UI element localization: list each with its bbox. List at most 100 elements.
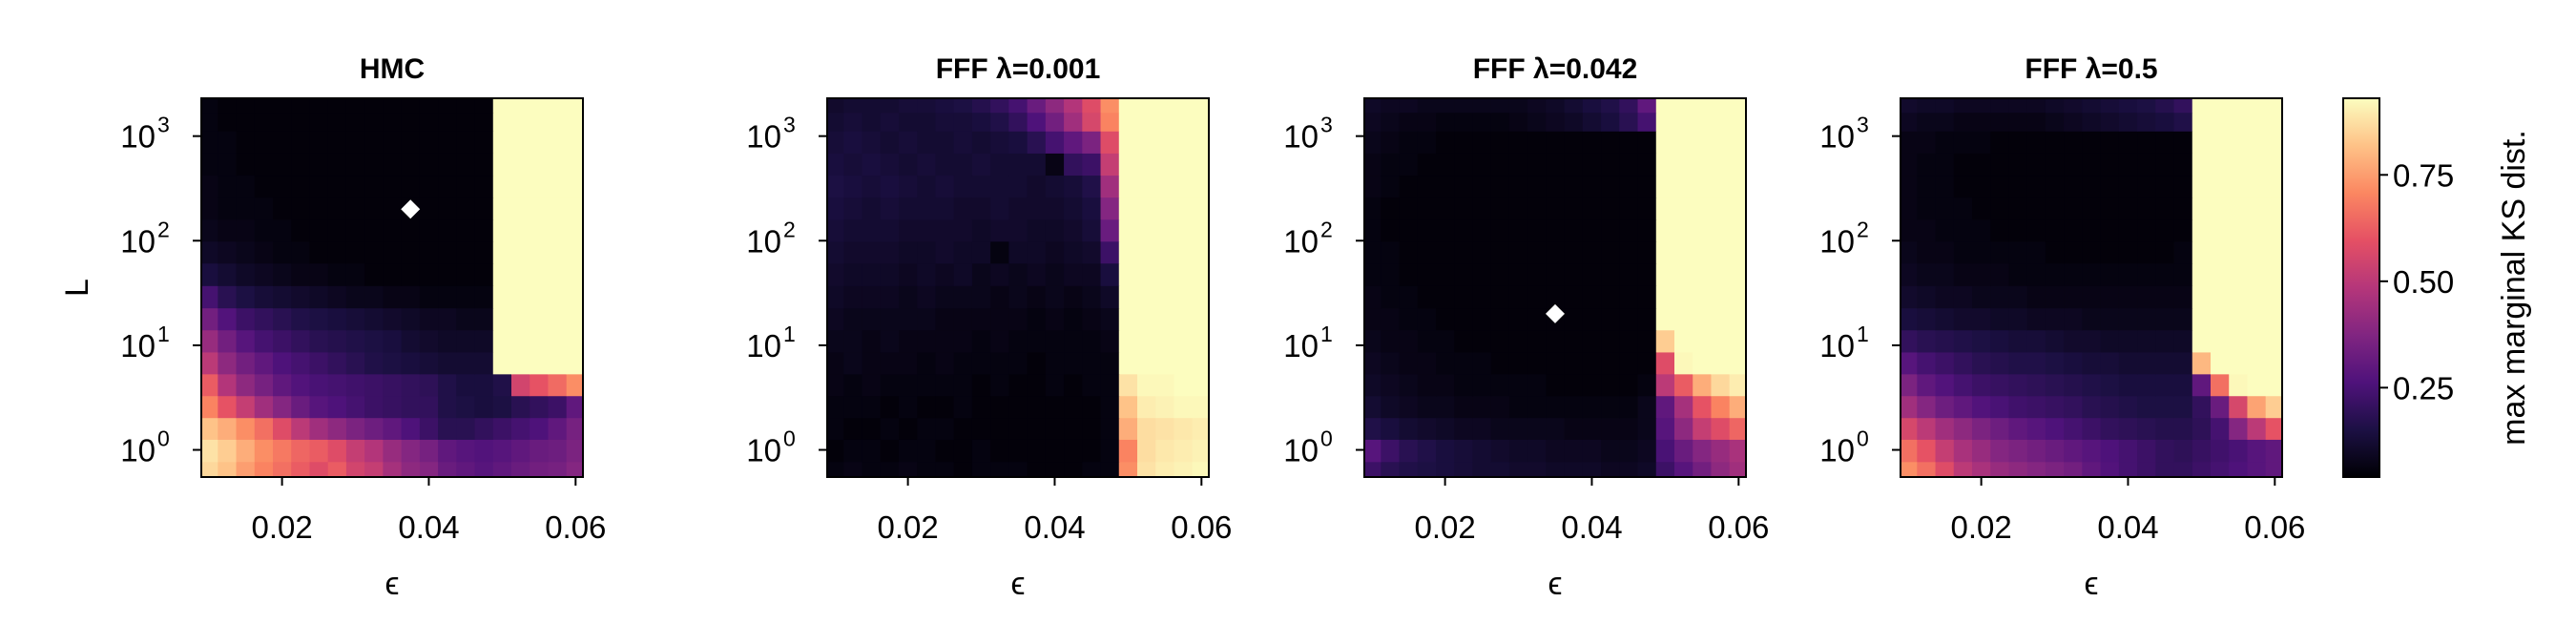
heatmap-cell [1508,329,1528,353]
heatmap-cell [935,439,955,463]
y-tick-label: 10 [1283,433,1319,468]
heatmap-cell [1693,417,1713,440]
heatmap-cell [1472,351,1492,375]
heatmap-cell [1192,307,1209,331]
heatmap-cell [218,439,238,463]
heatmap-cell [566,417,583,440]
heatmap-cell [1655,461,1675,477]
heatmap-cell [566,98,583,114]
heatmap-cell [401,417,421,440]
heatmap-cell [1192,112,1209,132]
heatmap-cell [201,461,218,477]
heatmap-cell [2008,439,2028,463]
heatmap-cell [2173,262,2193,286]
heatmap-cell [990,373,1009,397]
heatmap-cell [1174,285,1194,309]
heatmap-cell [1711,329,1731,353]
heatmap-cell [1674,218,1693,242]
heatmap-cell [401,373,421,397]
heatmap-cell [1490,197,1510,220]
heatmap-cell [2137,98,2156,114]
heatmap-cell [2229,373,2249,397]
heatmap-cell [1901,461,1918,477]
heatmap-cell [1674,461,1693,477]
heatmap-cell [1619,285,1639,309]
heatmap-cell [880,417,900,440]
heatmap-cell [1417,307,1437,331]
heatmap-cell [1917,417,1937,440]
heatmap-cells [1364,98,1746,477]
heatmap-cell [548,285,568,309]
heatmap-cell [2008,197,2028,220]
heatmap-cell [1399,461,1419,477]
heatmap-cell [1990,373,2010,397]
heatmap-cell [1901,439,1918,463]
heatmap-cell [2137,197,2156,220]
heatmap-cell [1546,197,1566,220]
heatmap-cell [273,373,292,397]
heatmap-cell [364,197,384,220]
heatmap-cell [383,262,403,286]
heatmap-cell [1100,417,1120,440]
heatmap-cell [1082,153,1102,177]
heatmap-cell [530,395,550,419]
heatmap-cell [827,197,844,220]
heatmap-cell [1972,240,1991,264]
heatmap-cell [899,112,918,132]
heatmap-cell [1990,417,2010,440]
heatmap-cell [254,373,274,397]
heatmap-cell [1693,395,1713,419]
y-tick-label: 10 [1283,328,1319,364]
heatmap-cell [1417,98,1437,114]
heatmap-cell [1901,417,1918,440]
heatmap-cell [1637,153,1657,177]
heatmap-cell [935,153,955,177]
heatmap-cell [1564,197,1584,220]
heatmap-cell [1174,262,1194,286]
heatmap-cell [1655,329,1675,353]
heatmap-cell [1693,351,1713,375]
heatmap-cell [1917,153,1937,177]
heatmap-cell [1490,112,1510,132]
heatmap-cell [548,262,568,286]
heatmap-cell [2229,112,2249,132]
heatmap-cell [1364,175,1381,198]
heatmap-cell [1118,351,1138,375]
heatmap-cell [1972,285,1991,309]
heatmap-cell [218,395,238,419]
heatmap-cell [401,218,421,242]
heatmap-cell [345,98,365,114]
heatmap-cell [917,262,937,286]
heatmap-cell [880,240,900,264]
heatmap-cell [1729,262,1746,286]
heatmap-cell [1454,285,1474,309]
heatmap-cell [843,131,863,154]
heatmap-cell [236,218,256,242]
heatmap-cell [953,218,973,242]
heatmap-cell [971,395,991,419]
heatmap-cell [364,131,384,154]
heatmap-cell [899,175,918,198]
heatmap-cell [971,262,991,286]
x-tick-label: 0.02 [877,509,938,545]
heatmap-cell [880,153,900,177]
heatmap-cell [2211,240,2230,264]
heatmap-cell [1527,285,1547,309]
heatmap-cell [1508,98,1528,114]
heatmap-cell [1472,175,1492,198]
heatmap-cell [492,439,512,463]
heatmap-cell [1527,112,1547,132]
heatmap-cell [383,329,403,353]
heatmap-cell [1637,461,1657,477]
heatmap-cell [1027,131,1047,154]
heatmap-cell [2045,98,2065,114]
heatmap-cell [383,218,403,242]
heatmap-cell [1972,262,1991,286]
heatmap-cell [1527,175,1547,198]
heatmap-cell [1972,175,1991,198]
heatmap-cell [1137,153,1156,177]
heatmap-cell [953,439,973,463]
heatmap-cell [2082,240,2102,264]
heatmap-cell [254,439,274,463]
heatmap-cell [1417,218,1437,242]
